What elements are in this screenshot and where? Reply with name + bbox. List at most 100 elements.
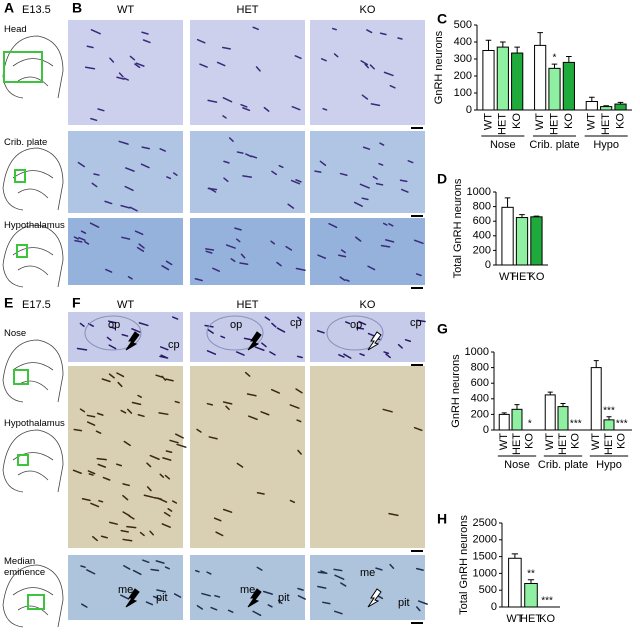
image-annotation: cp bbox=[290, 317, 302, 329]
stain bbox=[121, 333, 129, 337]
y-tick-label: 500 bbox=[479, 584, 497, 596]
stain bbox=[137, 394, 142, 398]
stain bbox=[235, 238, 241, 243]
error-bar bbox=[501, 412, 507, 415]
y-tick-label: 500 bbox=[454, 19, 472, 31]
micrograph bbox=[310, 20, 425, 125]
stain bbox=[236, 462, 244, 468]
y-axis-label: GnRH neurons bbox=[450, 354, 462, 428]
stain bbox=[124, 167, 135, 172]
x-tick-label: KO bbox=[570, 433, 582, 449]
stain bbox=[90, 502, 100, 508]
stain bbox=[339, 172, 348, 176]
image-annotation: op bbox=[230, 319, 242, 331]
stain bbox=[89, 222, 100, 228]
significance: *** bbox=[603, 405, 615, 416]
group-label: Nose bbox=[490, 139, 516, 151]
stain bbox=[369, 64, 375, 70]
x-tick-label: KO bbox=[614, 113, 626, 129]
x-tick-label: KO bbox=[539, 613, 555, 625]
micrograph bbox=[310, 312, 425, 362]
error-bar bbox=[606, 416, 612, 420]
stain bbox=[78, 236, 86, 241]
stain bbox=[256, 566, 263, 571]
bar bbox=[585, 101, 598, 111]
stain bbox=[277, 599, 283, 605]
stain bbox=[227, 609, 234, 613]
stain bbox=[252, 26, 259, 31]
stain bbox=[222, 115, 227, 119]
stain bbox=[196, 604, 204, 610]
bar bbox=[557, 406, 569, 431]
stain bbox=[122, 538, 133, 542]
stain bbox=[120, 529, 129, 533]
stain bbox=[413, 239, 424, 245]
olfactory-pit bbox=[84, 315, 142, 351]
stain bbox=[121, 236, 131, 240]
x-tick-label: WT bbox=[586, 113, 598, 130]
micrograph bbox=[310, 555, 425, 620]
stain bbox=[136, 246, 145, 252]
stain bbox=[134, 63, 141, 69]
stain bbox=[146, 486, 152, 492]
stain bbox=[287, 203, 295, 209]
stain bbox=[122, 511, 131, 517]
bar bbox=[562, 61, 575, 111]
stain bbox=[139, 531, 145, 537]
error-bar bbox=[547, 391, 553, 395]
micrograph bbox=[310, 366, 425, 548]
x-tick-label: WT bbox=[506, 613, 523, 625]
column-label: HET bbox=[237, 299, 259, 311]
stain bbox=[340, 249, 346, 254]
stain bbox=[379, 32, 387, 36]
stain bbox=[317, 254, 327, 259]
error-bar bbox=[593, 360, 599, 368]
stain bbox=[73, 428, 83, 432]
stain bbox=[90, 117, 98, 122]
stain bbox=[296, 355, 303, 359]
bar bbox=[603, 419, 615, 431]
stain bbox=[206, 402, 214, 406]
x-tick-label: HET bbox=[497, 113, 509, 135]
stain bbox=[343, 353, 352, 359]
stain bbox=[417, 600, 428, 605]
stain bbox=[415, 567, 424, 571]
stain bbox=[131, 401, 142, 406]
stain bbox=[270, 240, 276, 245]
error-bar bbox=[617, 101, 624, 105]
bar bbox=[482, 50, 495, 111]
stain bbox=[77, 161, 85, 168]
stain bbox=[400, 188, 409, 193]
arrow bbox=[125, 588, 140, 608]
x-tick-label: HET bbox=[548, 113, 560, 135]
y-tick-label: 200 bbox=[473, 244, 491, 256]
image-annotation: me bbox=[118, 584, 133, 596]
stain bbox=[294, 55, 302, 60]
stain bbox=[120, 594, 130, 600]
image-annotation: op bbox=[108, 319, 120, 331]
stain bbox=[250, 155, 258, 159]
stain bbox=[383, 71, 394, 77]
x-tick-label: WT bbox=[482, 113, 494, 130]
micrograph bbox=[190, 312, 305, 362]
stain bbox=[97, 463, 107, 468]
stain bbox=[359, 353, 365, 357]
stain bbox=[243, 337, 253, 341]
stain bbox=[155, 374, 163, 378]
stain bbox=[176, 443, 187, 448]
stain bbox=[377, 595, 384, 600]
stain bbox=[345, 321, 351, 325]
panel-label: G bbox=[437, 321, 448, 337]
stain bbox=[388, 512, 399, 517]
y-tick-label: 1000 bbox=[473, 567, 497, 579]
image-annotation: pit bbox=[398, 597, 410, 609]
y-axis-label: Total GnRH neurons bbox=[458, 515, 470, 615]
stain bbox=[246, 393, 257, 397]
stain bbox=[222, 401, 233, 405]
stain bbox=[156, 589, 167, 593]
stain bbox=[196, 428, 202, 433]
region-box bbox=[16, 244, 28, 258]
stain bbox=[361, 94, 369, 100]
error-bar bbox=[514, 46, 520, 54]
stain bbox=[162, 457, 172, 461]
